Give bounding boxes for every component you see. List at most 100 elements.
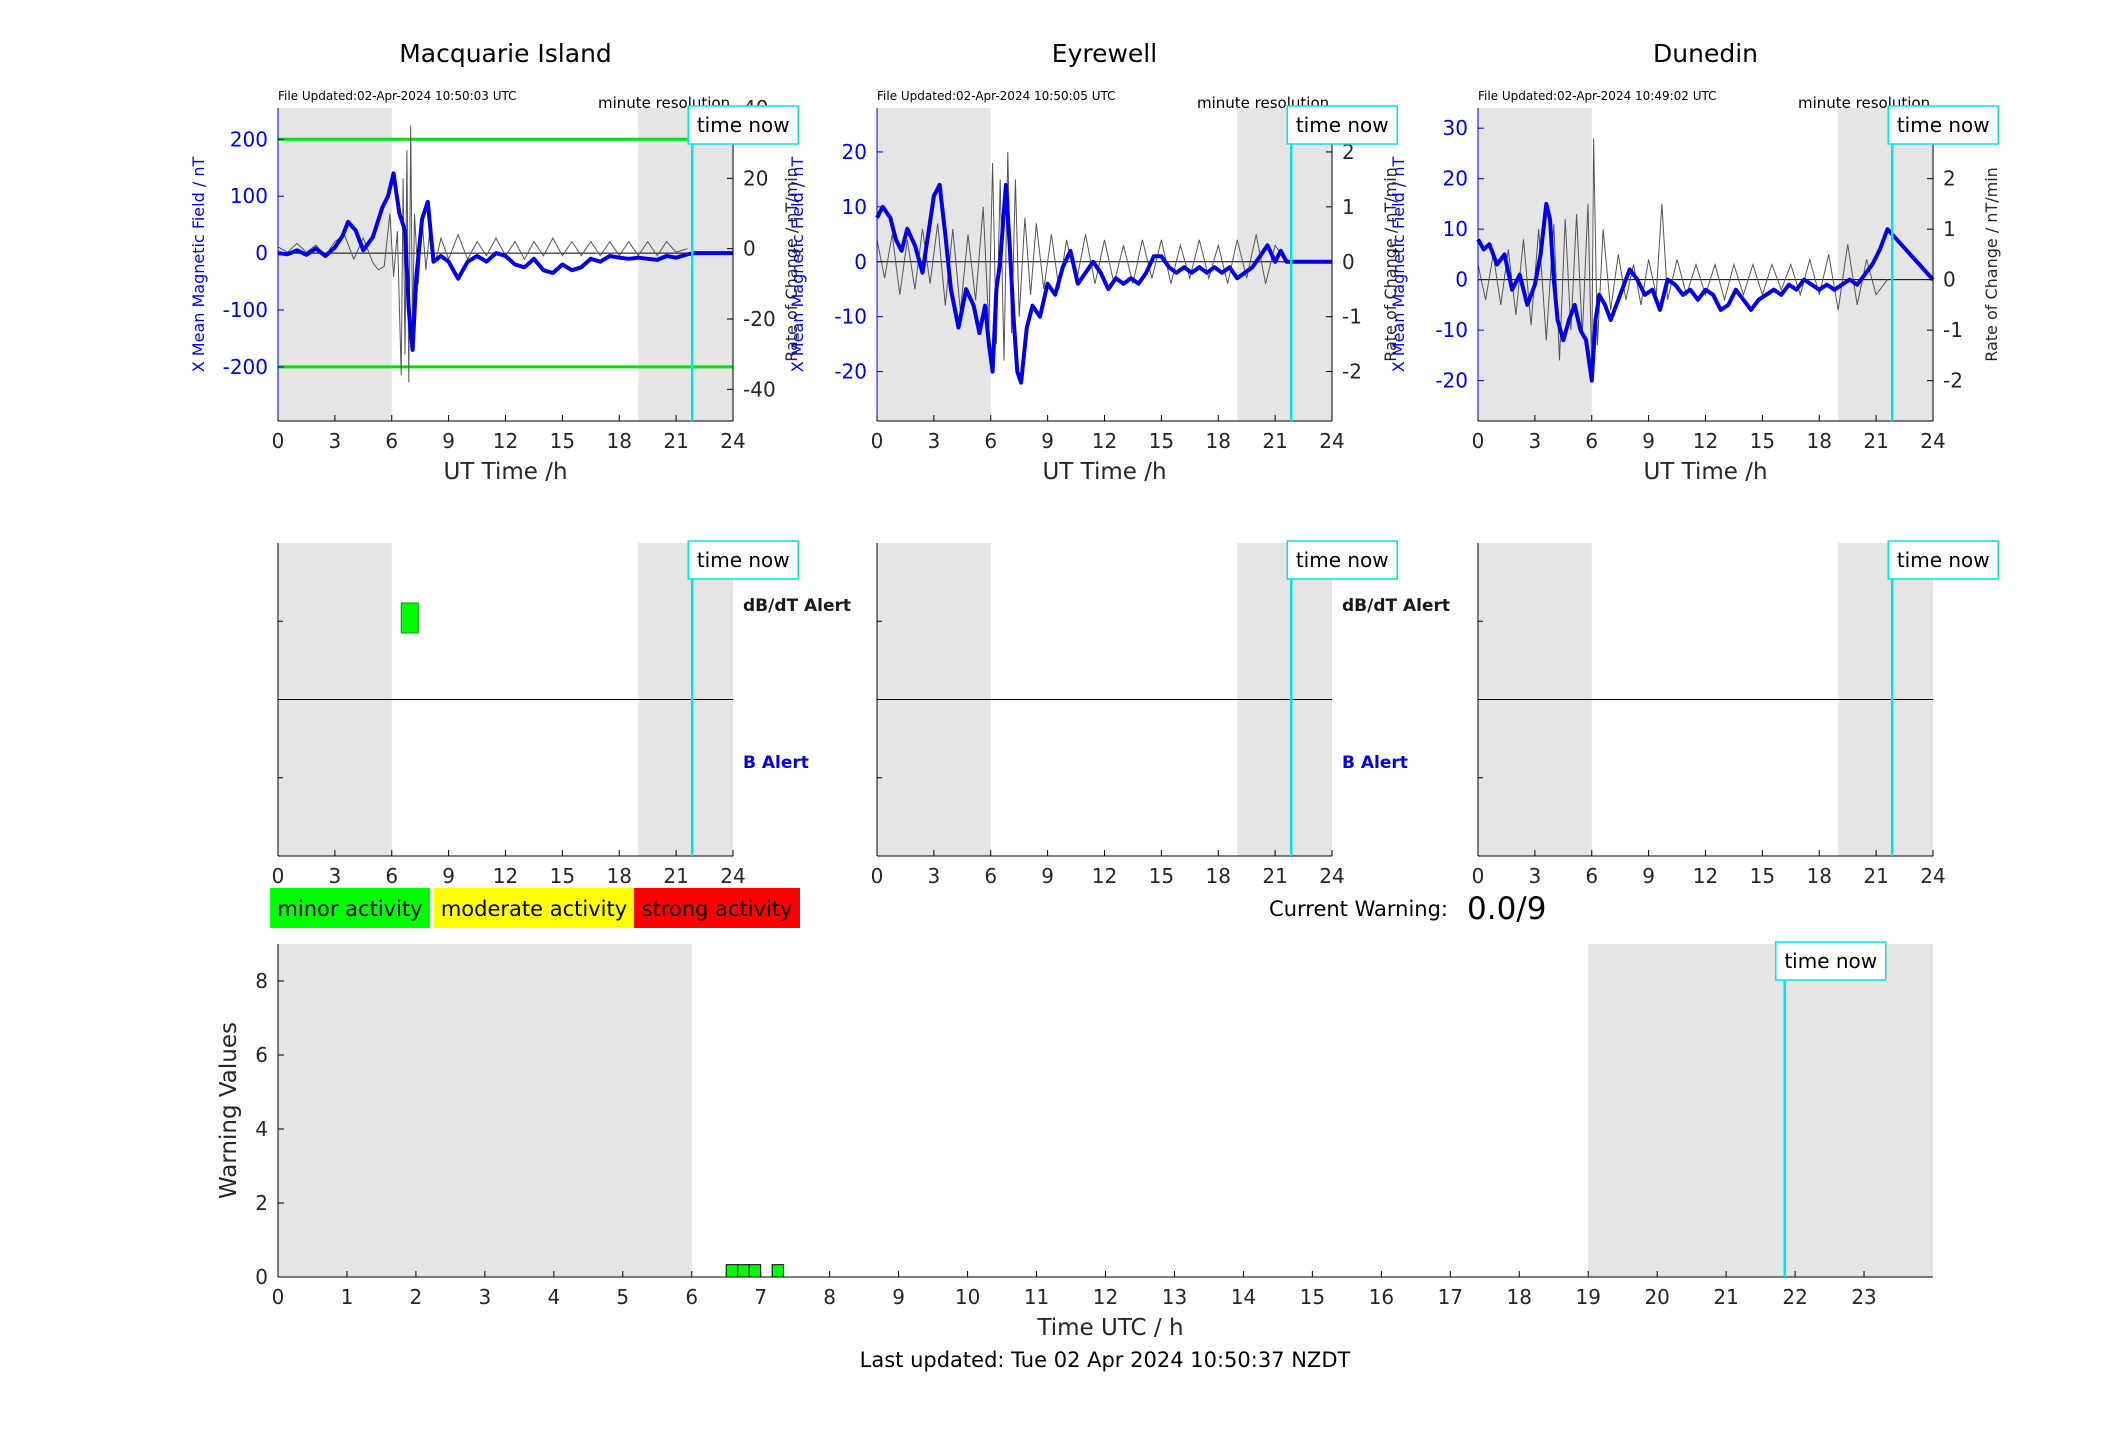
alert-panel-1-x-tick-label: 15	[550, 864, 575, 888]
current-warning-value: 0.0/9	[1467, 891, 1546, 927]
mag-panel-2-x-tick-label: 9	[1041, 429, 1054, 453]
warning-chart-time-now-label: time now	[1784, 949, 1877, 973]
alert-panel-2-dbdt-label: dB/dT Alert	[1342, 596, 1450, 616]
legend-moderate-label: moderate activity	[441, 897, 627, 921]
mag-panel-2-left-tick-label: 10	[842, 195, 867, 219]
warning-chart-x-tick-label: 3	[479, 1285, 492, 1309]
legend-moderate-swatch	[434, 888, 634, 928]
alert-panel-1-time-now-label: time now	[697, 548, 790, 572]
mag-panel-1-left-tick-label: 0	[255, 241, 268, 265]
legend-minor-label: minor activity	[277, 897, 422, 921]
alert-panel-2-x-tick-label: 15	[1149, 864, 1174, 888]
mag-panel-3-x-tick-label: 24	[1920, 429, 1945, 453]
alert-panel-2-x-tick-label: 9	[1041, 864, 1054, 888]
mag-panel-2-x-tick-label: 24	[1319, 429, 1344, 453]
mag-panel-1-time-now-box	[687, 105, 799, 145]
alert-panel-2-x-tick-label: 12	[1092, 864, 1117, 888]
warning-chart-x-tick-label: 15	[1300, 1285, 1325, 1309]
mag-panel-3-x-axis-label: UT Time /h	[1643, 459, 1767, 485]
legend-strong-label: strong activity	[642, 897, 793, 921]
mag-panel-3-right-tick-label: 2	[1943, 167, 1956, 191]
warning-chart-x-tick-label: 10	[955, 1285, 980, 1309]
mag-panel-3-left-tick-label: -20	[1435, 369, 1468, 393]
mag-panel-1-left-axis-label: X Mean Magnetic Field / nT	[189, 157, 208, 373]
mag-panel-1-time-now-label: time now	[697, 113, 790, 137]
mag-panel-2-x-tick-label: 3	[928, 429, 941, 453]
mag-panel-2-left-tick-label: -20	[834, 360, 867, 384]
mag-panel-1-right-tick-label: -40	[743, 377, 776, 401]
mag-panel-2-rate-of-change-series	[876, 151, 1287, 361]
mag-panel-1-x-tick-label: 0	[272, 429, 285, 453]
mag-panel-3-right-tick-label: 0	[1943, 268, 1956, 292]
mag-panel-2-right-tick-label: -2	[1342, 360, 1362, 384]
mag-panel-1-night-shade	[638, 108, 733, 421]
mag-panel-1-left-tick-label: -200	[223, 355, 268, 379]
alert-panel-3-x-tick-label: 21	[1863, 864, 1888, 888]
mag-panel-3-left-tick-label: 30	[1443, 116, 1468, 140]
alert-panel-1-time-now-box	[687, 540, 799, 580]
mag-panel-2-night-shade	[1237, 108, 1332, 421]
alert-panel-1-x-tick-label: 3	[329, 864, 342, 888]
mag-panel-3-title: Dunedin	[1653, 39, 1758, 68]
mag-panel-3-left-tick-label: 0	[1455, 268, 1468, 292]
alert-panel-3-x-tick-label: 0	[1472, 864, 1485, 888]
warning-chart-x-tick-label: 7	[754, 1285, 767, 1309]
mag-panel-2-x-tick-label: 21	[1262, 429, 1287, 453]
mag-panel-3-x-tick-label: 21	[1863, 429, 1888, 453]
mag-panel-3-x-tick-label: 6	[1585, 429, 1598, 453]
warning-chart-x-axis-label: Time UTC / h	[1036, 1315, 1183, 1341]
mag-panel-2-time-now-label: time now	[1296, 113, 1389, 137]
mag-panel-1-left-tick-label: 200	[230, 127, 268, 151]
mag-panel-3-time-now-label: time now	[1897, 113, 1990, 137]
mag-panel-3-x-tick-label: 18	[1807, 429, 1832, 453]
warning-chart-y-tick-label: 4	[255, 1117, 268, 1141]
warning-chart-x-tick-label: 21	[1713, 1285, 1738, 1309]
warning-bar	[748, 1264, 762, 1278]
mag-panel-3-right-tick-label: 1	[1943, 217, 1956, 241]
warning-chart-y-axis-label: Warning Values	[216, 1022, 242, 1199]
warning-chart-time-now-box	[1774, 941, 1887, 981]
mag-panel-2-left-axis-label: X Mean Magnetic Field / nT	[788, 157, 807, 373]
warning-bar	[737, 1264, 750, 1278]
mag-panel-3-x-tick-label: 9	[1642, 429, 1655, 453]
mag-panel-2-x-tick-label: 15	[1149, 429, 1174, 453]
warning-chart-y-tick-label: 2	[255, 1191, 268, 1215]
warning-bar	[725, 1264, 739, 1278]
warning-chart-x-tick-label: 11	[1024, 1285, 1049, 1309]
mag-panel-1-file-updated: File Updated:02-Apr-2024 10:50:03 UTC	[278, 89, 517, 103]
warning-bar	[771, 1264, 785, 1278]
mag-panel-2-mean-field-series	[875, 182, 1332, 385]
mag-panel-2-left-tick-label: 0	[854, 250, 867, 274]
warning-chart-y-tick-label: 6	[255, 1043, 268, 1067]
alert-panel-1-x-tick-label: 12	[493, 864, 518, 888]
alert-panel-1-x-tick-label: 24	[720, 864, 745, 888]
alert-panel-2-time-now-box	[1286, 540, 1398, 580]
mag-panel-1-x-tick-label: 12	[493, 429, 518, 453]
warning-chart-x-tick-label: 14	[1231, 1285, 1256, 1309]
warning-chart-x-tick-label: 22	[1782, 1285, 1807, 1309]
mag-panel-1-right-tick-label: 20	[743, 166, 768, 190]
alert-panel-1-dbdt-label: dB/dT Alert	[743, 596, 851, 616]
alert-panel-2-x-tick-label: 0	[871, 864, 884, 888]
mag-panel-1-x-axis-label: UT Time /h	[443, 459, 567, 485]
mag-panel-3-left-tick-label: 10	[1443, 217, 1468, 241]
alert-panel-2-time-now-label: time now	[1296, 548, 1389, 572]
mag-panel-2-x-tick-label: 12	[1092, 429, 1117, 453]
mag-panel-2-night-shade	[877, 108, 991, 421]
mag-panel-1-mean-field-series	[277, 171, 733, 352]
mag-panel-2-x-tick-label: 0	[871, 429, 884, 453]
legend-strong-swatch	[634, 888, 800, 928]
legend-minor-swatch	[270, 888, 430, 928]
mag-panel-3-left-tick-label: -10	[1435, 318, 1468, 342]
alert-panel-3-x-tick-label: 15	[1750, 864, 1775, 888]
alert-panel-3-x-tick-label: 18	[1807, 864, 1832, 888]
mag-panel-1-right-tick-label: 0	[743, 237, 756, 261]
mag-panel-1-right-axis-label: Rate of Change / nT/min	[782, 167, 801, 362]
mag-panel-2-right-tick-label: 1	[1342, 195, 1355, 219]
alert-panel-1-x-tick-label: 21	[663, 864, 688, 888]
alert-panel-2-b-label: B Alert	[1342, 753, 1408, 773]
mag-panel-3-right-axis-label: Rate of Change / nT/min	[1982, 167, 2001, 362]
mag-panel-3-mean-field-series	[1476, 201, 1935, 383]
mag-panel-3-left-axis-label: X Mean Magnetic Field / nT	[1389, 157, 1408, 373]
mag-panel-2-title: Eyrewell	[1052, 39, 1157, 68]
